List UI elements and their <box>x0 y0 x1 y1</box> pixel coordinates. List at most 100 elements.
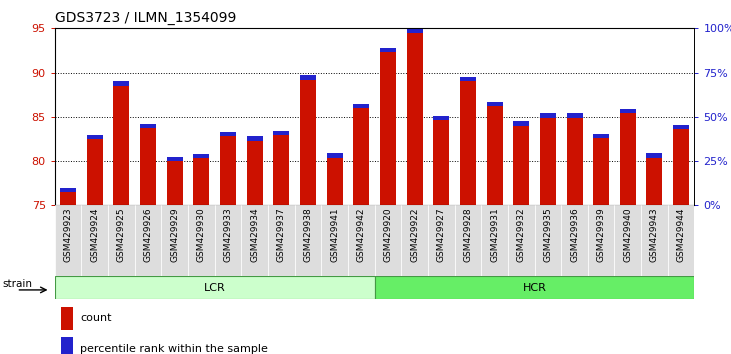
Bar <box>460 77 476 81</box>
Bar <box>567 113 583 205</box>
Bar <box>508 205 534 276</box>
Text: GSM429927: GSM429927 <box>436 207 446 262</box>
Bar <box>513 121 529 126</box>
Text: GSM429925: GSM429925 <box>117 207 126 262</box>
Bar <box>433 116 450 120</box>
Text: GSM429944: GSM429944 <box>677 207 686 262</box>
Text: GSM429934: GSM429934 <box>250 207 260 262</box>
Bar <box>246 136 262 141</box>
Bar <box>481 205 508 276</box>
Text: GSM429936: GSM429936 <box>570 207 579 262</box>
Bar <box>327 153 343 158</box>
Bar <box>140 124 156 205</box>
Text: GSM429928: GSM429928 <box>463 207 472 262</box>
Bar <box>81 205 108 276</box>
Bar <box>61 337 72 354</box>
Bar <box>406 28 423 33</box>
Bar <box>194 154 209 205</box>
Bar <box>646 153 662 205</box>
Bar <box>273 131 289 205</box>
Bar <box>273 131 289 135</box>
Bar <box>167 156 183 161</box>
Bar <box>406 28 423 205</box>
Bar <box>593 133 609 205</box>
Bar <box>300 75 316 205</box>
Bar <box>300 75 316 80</box>
Bar <box>374 276 694 299</box>
Bar <box>241 205 268 276</box>
Bar <box>108 205 135 276</box>
Bar <box>246 136 262 205</box>
Bar <box>487 102 502 106</box>
Text: GSM429932: GSM429932 <box>517 207 526 262</box>
Bar <box>167 156 183 205</box>
Text: GSM429933: GSM429933 <box>224 207 232 262</box>
Bar <box>327 153 343 205</box>
Text: GSM429923: GSM429923 <box>64 207 72 262</box>
Bar <box>460 77 476 205</box>
Text: GSM429939: GSM429939 <box>596 207 606 262</box>
Bar <box>487 102 502 205</box>
Bar <box>513 121 529 205</box>
Bar <box>162 205 188 276</box>
Text: GSM429931: GSM429931 <box>490 207 499 262</box>
Text: GSM429929: GSM429929 <box>170 207 179 262</box>
Bar <box>194 154 209 158</box>
Bar <box>380 48 396 52</box>
Bar <box>215 205 241 276</box>
Bar <box>268 205 295 276</box>
Bar <box>60 188 76 192</box>
Bar <box>353 103 369 205</box>
Bar <box>455 205 481 276</box>
Text: GSM429942: GSM429942 <box>357 207 366 262</box>
Bar <box>540 113 556 118</box>
Bar <box>428 205 455 276</box>
Bar <box>593 133 609 138</box>
Text: GSM429937: GSM429937 <box>277 207 286 262</box>
Bar <box>401 205 428 276</box>
Text: GSM429922: GSM429922 <box>410 207 419 262</box>
Text: GSM429926: GSM429926 <box>143 207 153 262</box>
Bar <box>620 109 636 113</box>
Bar <box>322 205 348 276</box>
Text: HCR: HCR <box>523 282 547 293</box>
Text: GSM429924: GSM429924 <box>91 207 99 262</box>
Bar <box>646 153 662 158</box>
Bar <box>55 205 81 276</box>
Text: percentile rank within the sample: percentile rank within the sample <box>80 344 268 354</box>
Bar <box>87 135 103 205</box>
Bar <box>353 103 369 108</box>
Bar <box>641 205 668 276</box>
Text: GDS3723 / ILMN_1354099: GDS3723 / ILMN_1354099 <box>55 11 236 25</box>
Text: LCR: LCR <box>204 282 226 293</box>
Bar <box>295 205 322 276</box>
Text: GSM429941: GSM429941 <box>330 207 339 262</box>
Bar <box>60 188 76 205</box>
Bar <box>668 205 694 276</box>
Bar <box>433 116 450 205</box>
Bar <box>540 113 556 205</box>
Bar <box>620 109 636 205</box>
Bar <box>374 205 401 276</box>
Bar <box>113 81 129 86</box>
Bar <box>615 205 641 276</box>
Text: GSM429935: GSM429935 <box>543 207 553 262</box>
Text: GSM429940: GSM429940 <box>624 207 632 262</box>
Bar <box>113 81 129 205</box>
Bar <box>135 205 162 276</box>
Bar <box>380 48 396 205</box>
Bar <box>348 205 374 276</box>
Bar <box>55 276 374 299</box>
Bar <box>188 205 215 276</box>
Bar <box>567 113 583 118</box>
Text: GSM429943: GSM429943 <box>650 207 659 262</box>
Bar <box>220 132 236 205</box>
Text: count: count <box>80 313 112 323</box>
Text: strain: strain <box>3 279 33 289</box>
Text: GSM429930: GSM429930 <box>197 207 206 262</box>
Bar <box>673 125 689 205</box>
Bar <box>561 205 588 276</box>
Text: GSM429920: GSM429920 <box>384 207 393 262</box>
Bar <box>588 205 615 276</box>
Bar <box>534 205 561 276</box>
